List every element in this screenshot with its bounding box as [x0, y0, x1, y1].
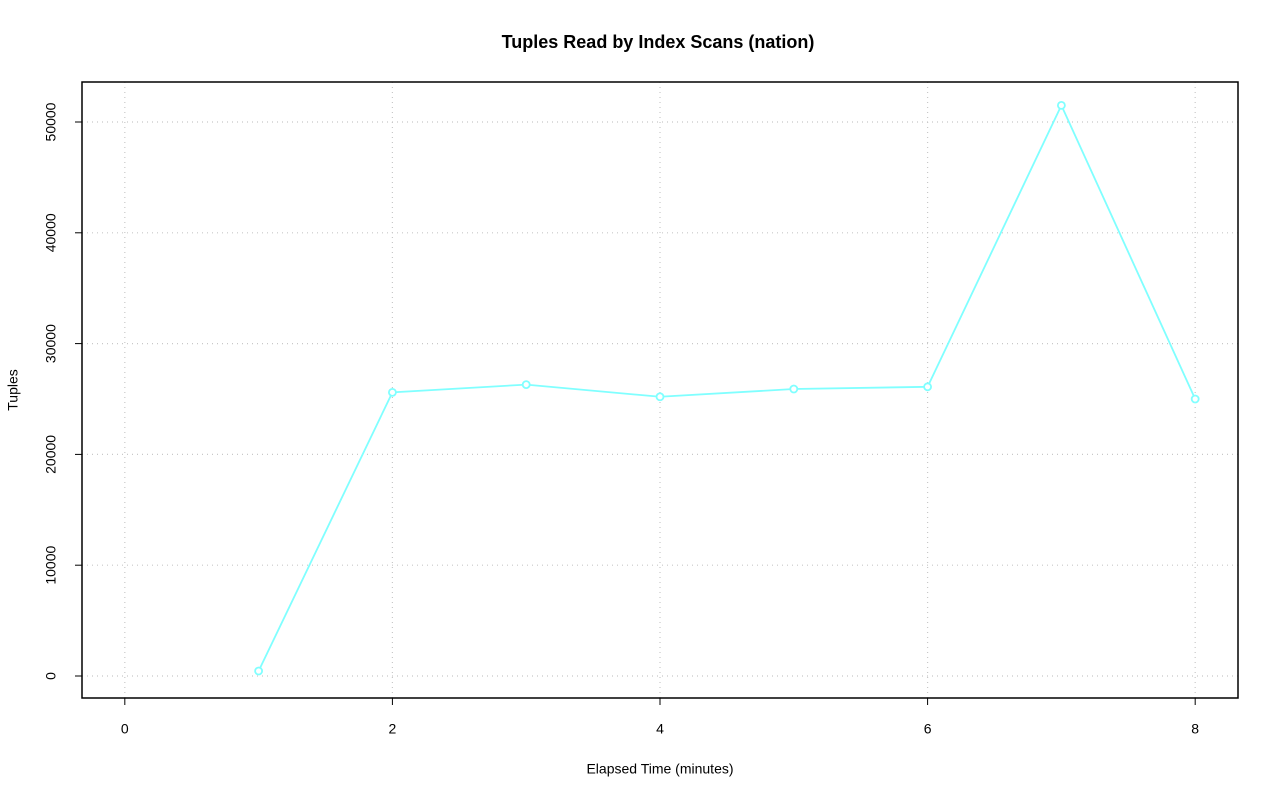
- y-tick-label: 20000: [43, 435, 59, 474]
- data-point: [1190, 394, 1200, 404]
- series-line: [257, 103, 1197, 672]
- y-tick-label: 50000: [43, 102, 59, 141]
- data-point: [789, 384, 799, 394]
- y-tick-label: 30000: [43, 324, 59, 363]
- data-point: [521, 380, 531, 389]
- y-tick-label: 10000: [43, 546, 59, 585]
- chart-title: Tuples Read by Index Scans (nation): [502, 32, 815, 52]
- data-point: [923, 382, 932, 392]
- x-tick-label: 4: [656, 721, 664, 737]
- data-point: [1056, 100, 1066, 110]
- x-tick-label: 6: [924, 721, 932, 737]
- y-tick-label: 0: [43, 672, 59, 680]
- data-point: [655, 392, 665, 402]
- x-axis-title: Elapsed Time (minutes): [586, 761, 733, 777]
- data-point: [388, 387, 397, 397]
- y-axis-title: Tuples: [5, 369, 21, 411]
- x-tick-label: 0: [121, 721, 129, 737]
- plot-frame: [81, 81, 1239, 699]
- data-point: [254, 666, 264, 676]
- y-tick-label: 40000: [43, 213, 59, 252]
- x-tick-label: 8: [1191, 721, 1199, 737]
- x-tick-label: 2: [389, 721, 397, 737]
